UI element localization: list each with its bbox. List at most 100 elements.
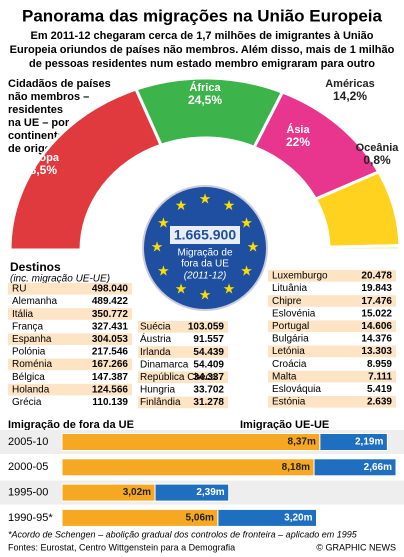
- table-row: [8, 371, 132, 383]
- table-title: Destinos: [10, 260, 61, 274]
- value-label: 8,37m: [288, 437, 316, 448]
- source: Fontes: Eurostat, Centro Wittgenstein pa…: [8, 542, 235, 552]
- table-row: [268, 270, 396, 282]
- subtitle: Europeia oriundos de países não membros.…: [10, 44, 395, 56]
- bar: [61, 433, 321, 451]
- table-name: Portugal: [272, 321, 309, 332]
- table-value: 14.606: [361, 321, 392, 332]
- table-row: [8, 320, 132, 333]
- star: ★: [247, 239, 260, 255]
- table-value: 33.702: [193, 385, 224, 396]
- table-row: [138, 358, 228, 371]
- table-name: Dinamarca: [140, 359, 189, 370]
- table-name: Hungria: [140, 385, 175, 396]
- pie-label: Oceânia: [356, 142, 400, 154]
- value-label: 3,02m: [123, 487, 151, 498]
- table-row: [138, 346, 228, 358]
- table-value: 54.439: [193, 347, 224, 358]
- table-row: [268, 333, 396, 345]
- table-value: 20.478: [361, 271, 392, 282]
- table-value: 124.566: [92, 384, 129, 395]
- table-name: França: [12, 321, 44, 332]
- category-label: 1990-95*: [8, 512, 53, 524]
- pie-value-label: 22%: [286, 135, 310, 149]
- pie-description: não membros –: [8, 91, 89, 103]
- table-row: [268, 295, 396, 307]
- table-value: 489.422: [92, 296, 129, 307]
- table-name: Estónia: [272, 397, 306, 408]
- table-value: 5.419: [367, 384, 392, 395]
- table-row: [8, 308, 132, 320]
- value-label: 2,19m: [355, 437, 383, 448]
- table-name: Holanda: [12, 384, 50, 395]
- pie-description: residentes: [8, 104, 63, 116]
- table-value: 13.303: [361, 346, 392, 357]
- pie-label: Américas: [325, 78, 375, 90]
- center-value: 1.665.900: [174, 227, 236, 243]
- subtitle: de pessoas residentes num estado membro …: [29, 58, 375, 70]
- bar: [217, 508, 318, 527]
- center-label: fora da UE: [181, 259, 229, 270]
- table-value: 304.053: [92, 334, 129, 345]
- star: ★: [157, 215, 170, 231]
- table-row: [8, 295, 132, 308]
- category-label: 2000-05: [8, 461, 48, 473]
- table-row: [268, 282, 396, 295]
- table-row: [138, 396, 228, 409]
- table-value: 34.337: [193, 372, 224, 383]
- pie-label: Ásia: [286, 123, 310, 136]
- table-value: 498.040: [92, 284, 129, 295]
- table-row: [268, 307, 396, 320]
- star: ★: [175, 280, 188, 296]
- table-row: [8, 333, 132, 345]
- pie-value-label: 0,8%: [363, 153, 391, 167]
- table-value: 19.843: [361, 283, 392, 294]
- value-label: 2,39m: [196, 487, 224, 498]
- center-box: [170, 226, 240, 244]
- pie-label: Europa: [21, 152, 60, 164]
- table-name: Eslováquia: [272, 384, 321, 395]
- table-value: 327.431: [92, 321, 129, 332]
- table-name: Croácia: [272, 359, 307, 370]
- table-row: [8, 283, 132, 295]
- category-label: 1995-00: [8, 487, 48, 499]
- table-name: Eslovénia: [272, 308, 316, 319]
- star: ★: [240, 263, 253, 279]
- table-row: [138, 321, 228, 333]
- value-label: 5,06m: [186, 513, 214, 524]
- subtitle: Em 2011-12 chegaram cerca de 1,7 milhões…: [31, 30, 374, 42]
- table-value: 2.639: [367, 397, 392, 408]
- table-name: Malta: [272, 371, 297, 382]
- table-value: 103.059: [188, 322, 225, 333]
- table-row: [268, 358, 396, 370]
- table-name: Áustria: [140, 332, 172, 345]
- pie-label: África: [189, 81, 221, 94]
- table-row: [268, 396, 396, 408]
- table-name: Suécia: [140, 322, 171, 333]
- table-name: República Checa: [140, 372, 217, 383]
- table-value: 54.409: [193, 359, 224, 370]
- pie-segment: [327, 244, 402, 252]
- table-row: [268, 320, 396, 332]
- table-name: Alemanha: [12, 296, 57, 307]
- value-label: 8,18m: [282, 462, 310, 473]
- star: ★: [199, 191, 212, 207]
- center-label: Migração de: [177, 248, 232, 259]
- table-value: 217.546: [92, 347, 129, 358]
- table-name: Luxemburgo: [272, 271, 328, 282]
- eu-circle: [142, 185, 268, 311]
- bar: [154, 483, 230, 502]
- value-label: 3,20m: [284, 513, 312, 524]
- title: Panorama das migrações na União Europeia: [22, 6, 383, 25]
- table-name: RU: [12, 284, 26, 295]
- star: ★: [223, 197, 236, 213]
- table-row: [8, 396, 132, 408]
- table-name: Polónia: [12, 347, 46, 358]
- table-value: 91.557: [193, 334, 224, 345]
- table-name: Grécia: [12, 397, 42, 408]
- table-name: Itália: [12, 309, 34, 320]
- table-row: [8, 383, 132, 396]
- table-value: 15.022: [361, 308, 392, 319]
- table-name: Chipre: [272, 296, 302, 307]
